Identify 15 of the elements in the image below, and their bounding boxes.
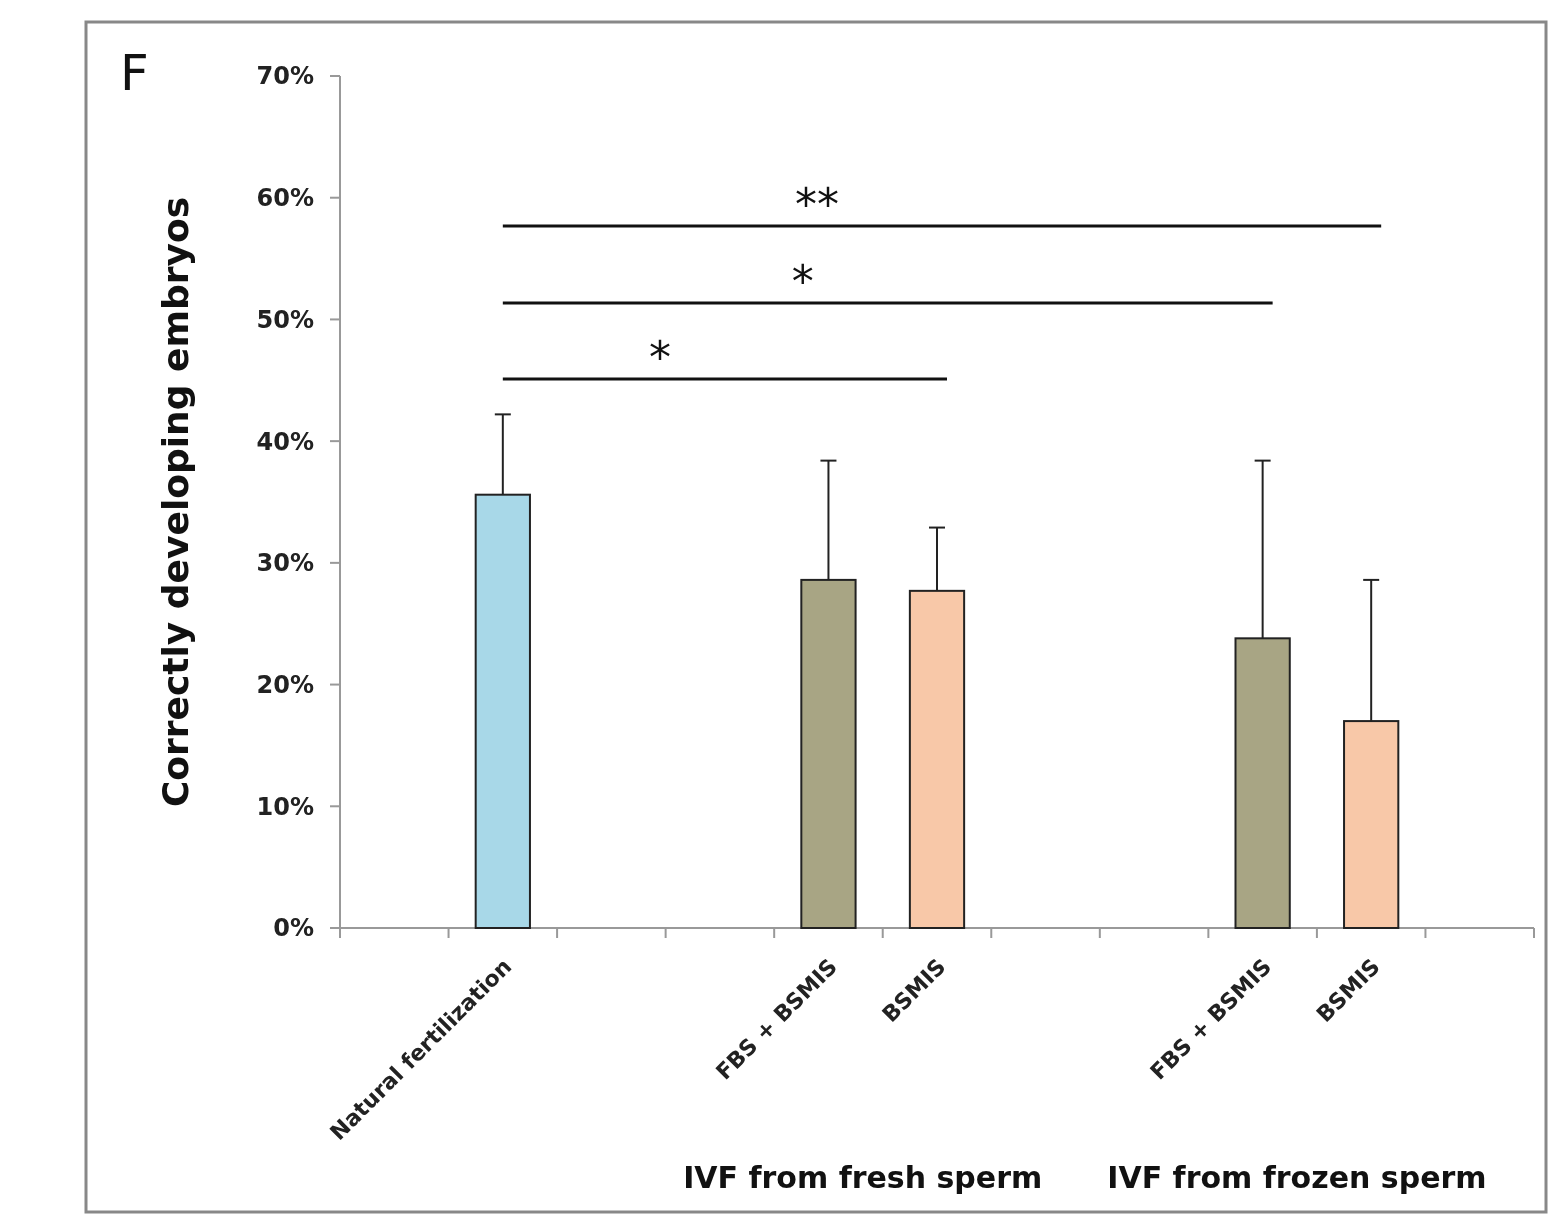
y-axis-title: Correctly developing embryos	[155, 196, 196, 808]
y-tick-label: 70%	[256, 62, 314, 91]
y-tick-label: 30%	[256, 549, 314, 578]
y-tick-label: 40%	[256, 427, 314, 456]
annotation: *	[791, 256, 814, 307]
text: IVF from frozen sperm	[1107, 1160, 1487, 1195]
text: F	[120, 44, 149, 102]
y-tick-label: 10%	[256, 792, 314, 821]
y-tick-label: 20%	[256, 670, 314, 699]
annotation: **	[795, 179, 839, 230]
text: IVF from fresh sperm	[683, 1160, 1043, 1195]
y-tick-label: 0%	[273, 914, 314, 943]
y-tick-label: 50%	[256, 305, 314, 334]
y-tick-label: 60%	[256, 184, 314, 213]
annotation: *	[648, 332, 671, 383]
